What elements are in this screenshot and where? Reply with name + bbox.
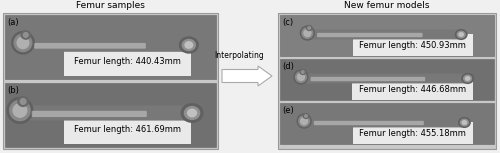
Ellipse shape [306, 25, 312, 31]
Ellipse shape [300, 25, 315, 41]
Text: (a): (a) [7, 18, 18, 27]
Ellipse shape [296, 73, 305, 81]
Text: New femur models: New femur models [344, 1, 430, 10]
Text: Femur length: 455.18mm: Femur length: 455.18mm [359, 129, 466, 138]
Ellipse shape [17, 96, 29, 107]
Bar [278, 13, 496, 149]
Ellipse shape [184, 41, 194, 49]
Ellipse shape [461, 73, 474, 84]
Text: Femur length: 450.93mm: Femur length: 450.93mm [359, 41, 466, 50]
Text: (e): (e) [282, 106, 294, 115]
Ellipse shape [20, 98, 26, 105]
Ellipse shape [14, 33, 32, 52]
Ellipse shape [303, 29, 312, 37]
Ellipse shape [187, 108, 197, 118]
FancyBboxPatch shape [308, 30, 460, 39]
Text: Femur length: 446.68mm: Femur length: 446.68mm [359, 84, 466, 93]
Ellipse shape [182, 39, 196, 51]
Ellipse shape [9, 100, 31, 121]
Bar [280, 103, 494, 144]
Ellipse shape [20, 30, 31, 40]
Ellipse shape [458, 117, 471, 128]
Bar [5, 83, 216, 147]
Ellipse shape [460, 118, 469, 127]
Bar [280, 59, 494, 100]
FancyBboxPatch shape [310, 77, 425, 81]
Ellipse shape [184, 106, 200, 120]
FancyArrow shape [222, 66, 272, 86]
Ellipse shape [295, 71, 307, 83]
FancyBboxPatch shape [314, 121, 424, 125]
Bar [5, 15, 216, 79]
Ellipse shape [298, 115, 310, 127]
Text: (b): (b) [7, 86, 19, 95]
Ellipse shape [464, 76, 470, 81]
Ellipse shape [294, 69, 308, 85]
Ellipse shape [12, 103, 28, 118]
FancyBboxPatch shape [34, 43, 146, 49]
Ellipse shape [462, 120, 468, 125]
Ellipse shape [302, 113, 310, 119]
Text: Interpolating: Interpolating [214, 50, 264, 60]
FancyBboxPatch shape [302, 74, 466, 83]
FancyBboxPatch shape [317, 33, 422, 37]
Ellipse shape [301, 27, 314, 39]
Ellipse shape [296, 113, 312, 129]
Ellipse shape [300, 69, 306, 75]
Ellipse shape [454, 29, 468, 40]
Text: Femur samples: Femur samples [76, 1, 145, 10]
FancyBboxPatch shape [26, 38, 186, 52]
Bar [3, 13, 218, 149]
FancyBboxPatch shape [306, 118, 462, 127]
Ellipse shape [22, 32, 29, 38]
Ellipse shape [6, 97, 34, 124]
Text: Femur length: 461.69mm: Femur length: 461.69mm [74, 125, 181, 134]
Ellipse shape [16, 36, 30, 49]
Ellipse shape [458, 32, 464, 37]
Ellipse shape [304, 114, 308, 118]
FancyBboxPatch shape [23, 105, 188, 121]
Ellipse shape [300, 117, 308, 125]
Text: (c): (c) [282, 18, 293, 27]
FancyBboxPatch shape [32, 111, 147, 117]
Ellipse shape [463, 75, 472, 82]
Ellipse shape [179, 36, 199, 54]
Bar [280, 15, 494, 56]
Ellipse shape [180, 103, 204, 123]
Ellipse shape [301, 70, 304, 74]
Text: (d): (d) [282, 62, 294, 71]
Ellipse shape [11, 31, 35, 55]
Ellipse shape [456, 30, 466, 39]
Ellipse shape [307, 26, 311, 30]
Text: Femur length: 440.43mm: Femur length: 440.43mm [74, 56, 181, 65]
